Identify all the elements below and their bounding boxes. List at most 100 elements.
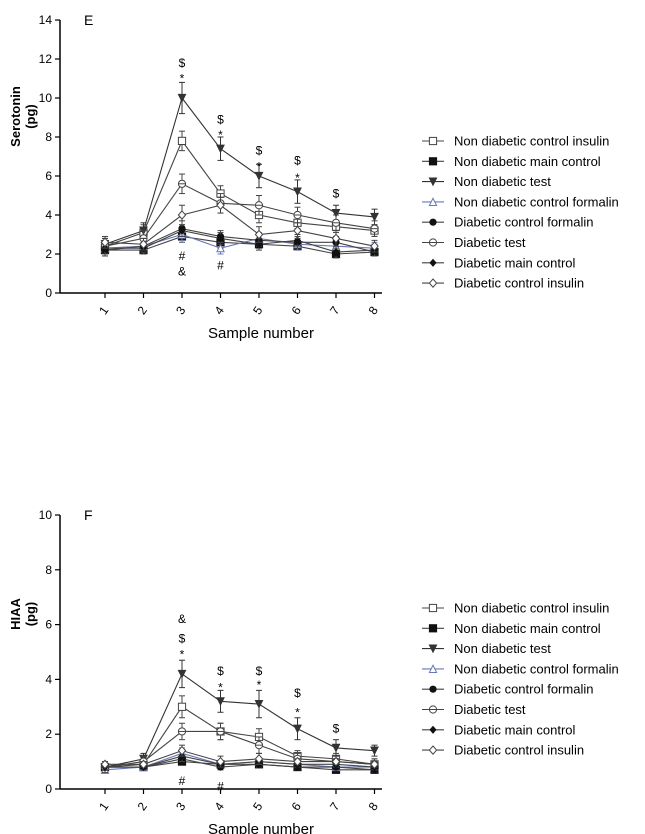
y-axis-title-line: (pg): [23, 602, 38, 627]
marker: [428, 177, 438, 187]
series-line: [104, 706, 375, 768]
legend-item: Non diabetic control formalin: [422, 194, 619, 209]
y-tick-label: 10: [39, 91, 53, 105]
marker: [429, 685, 437, 693]
marker: [370, 746, 379, 756]
legend-item: Non diabetic main control: [422, 621, 601, 636]
marker: [177, 210, 187, 220]
legend-label: Non diabetic test: [454, 641, 551, 656]
marker: [332, 247, 340, 257]
series-8: [100, 196, 379, 253]
marker: [100, 237, 110, 248]
legend-label: Diabetic control insulin: [454, 276, 584, 291]
panel-label: E: [84, 12, 93, 28]
legend-label: Non diabetic main control: [454, 621, 601, 636]
significance-mark: $: [217, 664, 224, 678]
significance-mark: *: [295, 171, 300, 185]
legend-item: Non diabetic main control: [422, 154, 601, 169]
marker: [429, 258, 437, 267]
significance-mark: $: [294, 686, 301, 700]
y-tick-label: 8: [45, 130, 52, 144]
marker: [331, 756, 341, 767]
y-tick-label: 12: [39, 52, 53, 66]
legend-item: Diabetic test: [422, 235, 526, 250]
series-line: [104, 233, 375, 249]
marker: [177, 93, 187, 103]
legend-label: Non diabetic main control: [454, 154, 601, 169]
significance-mark: $: [256, 144, 263, 158]
legend-item: Diabetic main control: [422, 722, 575, 737]
x-axis-title: Sample number: [208, 325, 314, 342]
x-tick-label: 6: [289, 303, 304, 317]
marker: [293, 187, 302, 197]
marker: [216, 756, 225, 767]
marker: [139, 759, 148, 770]
marker: [428, 197, 438, 206]
legend-label: Non diabetic control insulin: [454, 134, 609, 149]
x-tick-label: 4: [212, 303, 227, 317]
significance-mark: *: [218, 681, 223, 695]
significance-mark: #: [217, 259, 224, 273]
legend-item: Non diabetic test: [422, 641, 551, 656]
legend-item: Non diabetic control insulin: [422, 134, 609, 149]
marker: [428, 278, 438, 288]
significance-mark: &: [178, 265, 186, 279]
marker: [428, 136, 438, 146]
marker: [428, 603, 438, 613]
significance-mark: *: [295, 705, 300, 719]
legend-label: Non diabetic control formalin: [454, 661, 619, 676]
y-tick-label: 4: [45, 672, 52, 686]
series-line: [104, 673, 375, 768]
marker: [293, 724, 302, 734]
marker: [370, 212, 379, 222]
x-tick-label: 2: [135, 303, 150, 317]
legend-label: Diabetic control formalin: [454, 682, 593, 697]
marker: [293, 756, 302, 767]
y-tick-label: 14: [39, 13, 53, 27]
marker: [429, 218, 437, 226]
marker: [428, 745, 438, 755]
x-tick-label: 7: [327, 799, 342, 813]
marker: [254, 699, 264, 709]
marker: [216, 243, 225, 253]
significance-mark: $: [179, 56, 186, 70]
marker: [429, 725, 437, 734]
marker: [177, 136, 187, 146]
legend-item: Diabetic control insulin: [422, 743, 584, 758]
x-tick-label: 8: [366, 799, 381, 813]
marker: [428, 664, 438, 673]
significance-mark: $: [179, 631, 186, 645]
legend-item: Non diabetic test: [422, 174, 551, 189]
x-tick-label: 4: [212, 799, 227, 813]
marker: [177, 669, 187, 679]
y-tick-label: 4: [45, 208, 52, 222]
significance-mark: *: [180, 72, 185, 86]
legend-label: Diabetic test: [454, 235, 526, 250]
x-tick-label: 5: [250, 799, 265, 813]
marker: [254, 229, 264, 240]
significance-mark: #: [217, 779, 224, 793]
y-axis-title-line: (pg): [23, 104, 38, 129]
significance-mark: $: [333, 187, 340, 201]
marker: [428, 644, 438, 654]
x-tick-label: 1: [96, 303, 111, 317]
significance-mark: *: [180, 648, 185, 662]
y-tick-label: 6: [45, 618, 52, 632]
legend-label: Non diabetic control insulin: [454, 601, 609, 616]
marker: [331, 233, 341, 244]
series-line: [104, 96, 375, 245]
y-tick-label: 8: [45, 563, 52, 577]
marker: [177, 745, 187, 756]
marker: [254, 171, 264, 181]
legend-item: Diabetic control insulin: [422, 276, 584, 291]
series-3: [100, 659, 379, 774]
marker: [428, 157, 438, 166]
marker: [428, 624, 438, 633]
x-tick-label: 5: [250, 303, 265, 317]
marker: [254, 754, 264, 764]
legend-label: Diabetic test: [454, 702, 526, 717]
marker: [177, 702, 187, 711]
significance-mark: $: [294, 153, 301, 167]
series-line: [104, 204, 375, 247]
